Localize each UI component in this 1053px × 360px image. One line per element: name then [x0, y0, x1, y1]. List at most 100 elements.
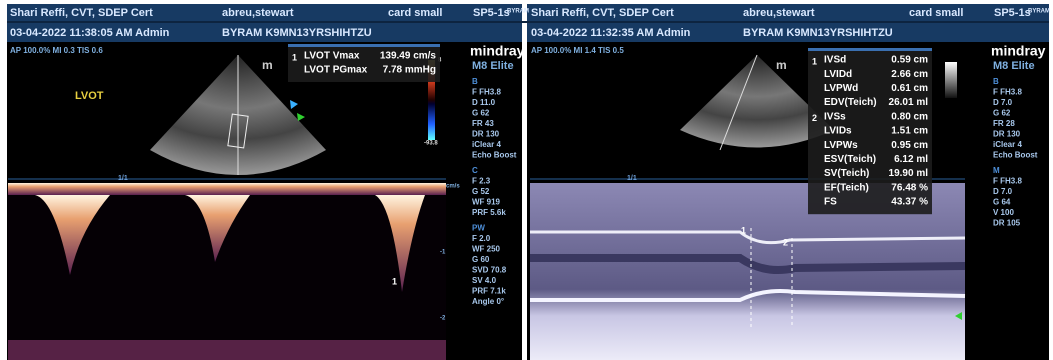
probe-tag: BYRAM [1028, 9, 1050, 15]
param: F FH3.8 [993, 88, 1022, 97]
param: G 62 [472, 109, 490, 118]
measurement-value: 19.90 ml [889, 168, 929, 179]
param: Angle 0° [472, 297, 504, 306]
preset: card small [388, 7, 442, 19]
param: F FH3.8 [993, 177, 1022, 186]
focus-marker [290, 100, 298, 109]
measurement-index: 1 [292, 52, 297, 62]
acoustic-output: AP 100.0% MI 1.4 TIS 0.5 [531, 46, 624, 55]
doppler-envelope [35, 195, 110, 275]
focus-marker [297, 113, 305, 121]
measurement-label: SV(Teich) [824, 168, 869, 179]
caliper-label: 2 [783, 237, 788, 247]
exam-datetime: 03-04-2022 11:32:35 AM Admin [531, 27, 691, 39]
param-section: M [993, 166, 1000, 175]
measurement-box-top [288, 44, 440, 47]
measurement-label: EF(Teich) [824, 182, 869, 193]
param: Echo Boost [993, 151, 1038, 160]
param: iClear 4 [472, 140, 501, 149]
doppler-envelope [185, 195, 250, 262]
measurement-index: 1 [812, 56, 817, 66]
measurement-value: 43.37 % [891, 197, 928, 208]
measurement-value: 26.01 ml [889, 97, 929, 108]
measurement-box-top [808, 48, 932, 51]
measurement-index: 2 [812, 113, 817, 123]
param: DR 130 [472, 130, 500, 139]
measurement-value: 0.95 cm [891, 140, 928, 151]
param: WF 250 [472, 245, 501, 254]
doppler-envelope [375, 195, 425, 292]
measurement-value: 6.12 ml [894, 154, 928, 165]
param: F FH3.8 [472, 88, 501, 97]
param: FR 43 [472, 119, 494, 128]
m-mode-echo [530, 230, 966, 245]
measurement-value: 7.78 mmHg [383, 65, 436, 76]
param: SV 4.0 [472, 276, 497, 285]
caliper-label: 1 [741, 225, 746, 235]
operator: Shari Reffi, CVT, SDEP Cert [531, 7, 674, 19]
brand: mindray [470, 43, 525, 59]
param-section: B [993, 77, 999, 86]
probe: SP5-1s [473, 7, 510, 19]
param-section: B [472, 77, 478, 86]
param-section: C [472, 166, 478, 175]
measurement-value: 76.48 % [891, 182, 928, 193]
param: F 2.0 [472, 234, 491, 243]
view-label: LVOT [75, 90, 104, 102]
measurement-value: 2.66 cm [891, 69, 928, 80]
timeline-label: 1/1 [118, 175, 128, 182]
model: M8 Elite [993, 60, 1035, 72]
measurement-value: 0.61 cm [891, 83, 928, 94]
exam-datetime: 03-04-2022 11:38:05 AM Admin [10, 27, 170, 39]
m-mode-echo [530, 289, 966, 302]
param: DR 105 [993, 219, 1021, 228]
measurement-label: ESV(Teich) [824, 154, 876, 165]
scale-label: -2 [440, 316, 446, 322]
param: WF 919 [472, 198, 501, 207]
measurement-label: LVIDs [824, 126, 852, 137]
measurement-label: LVOT PGmax [304, 65, 368, 76]
color-bar [428, 60, 435, 140]
param: SVD 70.8 [472, 266, 507, 275]
measurement-label: LVPWd [824, 83, 858, 94]
param: D 11.0 [472, 98, 496, 107]
probe: SP5-1s [994, 7, 1031, 19]
acoustic-output: AP 100.0% MI 0.3 TIS 0.6 [10, 46, 103, 55]
orientation-mark: m [776, 58, 787, 72]
param: G 64 [993, 198, 1011, 207]
doppler-baseline [8, 183, 446, 195]
param: G 62 [993, 109, 1011, 118]
measurement-label: LVIDd [824, 69, 852, 80]
sample-box [227, 113, 249, 149]
measurement-label: LVOT Vmax [304, 51, 360, 62]
doppler-noise [8, 340, 446, 360]
focus-marker [955, 312, 962, 320]
patient-name: abreu,stewart [222, 7, 294, 19]
operator: Shari Reffi, CVT, SDEP Cert [10, 7, 153, 19]
m-mode-echo [530, 254, 966, 274]
param: iClear 4 [993, 140, 1022, 149]
measurement-box [808, 50, 932, 215]
param: G 52 [472, 187, 490, 196]
measurement-label: FS [824, 197, 837, 208]
preset: card small [909, 7, 963, 19]
param: FR 28 [993, 119, 1015, 128]
brand: mindray [991, 43, 1046, 59]
param: DR 130 [993, 130, 1021, 139]
param: PRF 7.1k [472, 287, 506, 296]
scale-label: -1 [440, 250, 446, 256]
param: PRF 5.6k [472, 208, 506, 217]
param: V 100 [993, 208, 1014, 217]
timeline-label: 1/1 [627, 175, 637, 182]
measurement-label: LVPWs [824, 140, 858, 151]
probe-tag: BYRAM [507, 9, 529, 15]
measurement-value: 139.49 cm/s [380, 51, 437, 62]
patient-id: BYRAM K9MN13YRSHIHTZU [222, 27, 372, 39]
param: D 7.0 [993, 187, 1013, 196]
caliper-label: 1 [392, 276, 397, 286]
ultrasound-sector [680, 55, 834, 148]
param: Echo Boost [472, 151, 517, 160]
measurement-box [288, 46, 440, 82]
scale-label: cm/s [446, 184, 460, 190]
